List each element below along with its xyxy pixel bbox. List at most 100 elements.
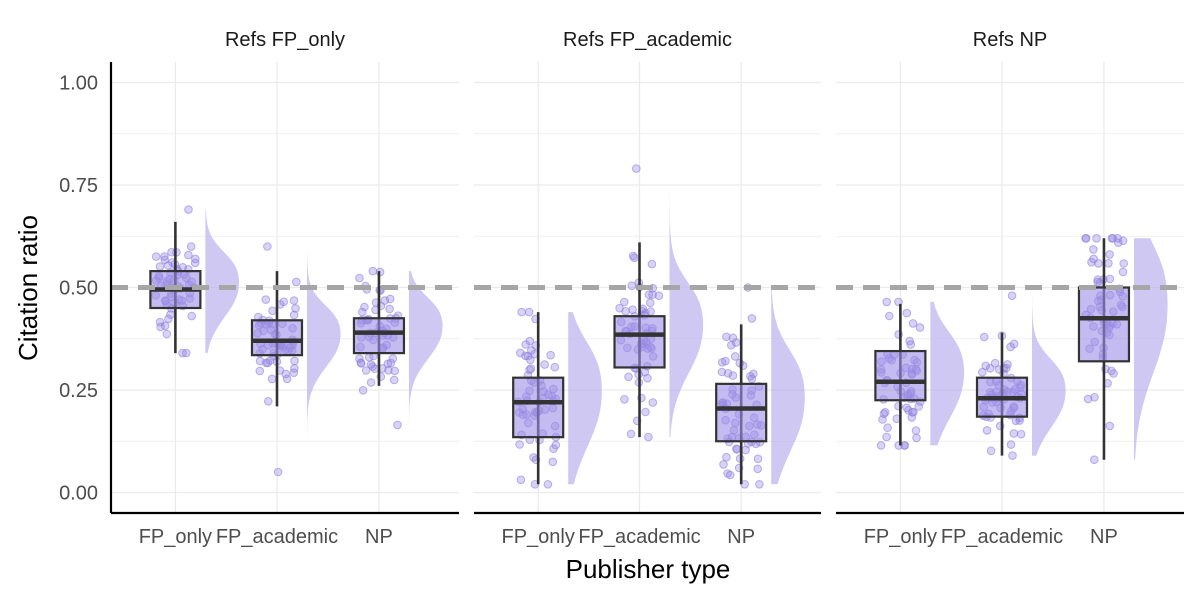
- data-point: [753, 464, 763, 474]
- data-point: [543, 480, 553, 489]
- data-point: [912, 433, 921, 443]
- data-point: [516, 475, 526, 485]
- box: [874, 349, 927, 402]
- y-axis-title: Citation ratio: [13, 215, 43, 361]
- data-point: [627, 281, 637, 291]
- data-point: [526, 355, 535, 365]
- density-shape: [1133, 238, 1168, 460]
- x-tick-label: FP_academic: [941, 526, 1063, 548]
- box: [352, 317, 406, 355]
- data-point: [361, 366, 371, 375]
- data-point: [725, 470, 735, 480]
- box: [613, 315, 666, 369]
- data-point: [753, 454, 763, 464]
- data-point: [982, 426, 992, 435]
- data-point: [546, 350, 555, 360]
- data-point: [263, 242, 272, 251]
- data-point: [1016, 429, 1026, 439]
- data-point: [289, 310, 299, 320]
- data-point: [882, 432, 891, 442]
- data-point: [1008, 451, 1017, 460]
- data-point: [164, 314, 173, 324]
- data-point: [900, 441, 910, 450]
- data-point: [746, 372, 755, 381]
- data-point: [1090, 455, 1099, 465]
- data-point: [187, 311, 196, 321]
- data-point: [615, 303, 624, 313]
- x-tick-label: FP_academic: [216, 526, 338, 548]
- data-point: [654, 291, 664, 301]
- data-point: [160, 321, 170, 331]
- data-point: [727, 340, 736, 350]
- data-point: [1105, 274, 1115, 284]
- data-point: [1083, 394, 1093, 404]
- data-point: [1089, 245, 1098, 254]
- data-point: [261, 295, 271, 304]
- x-tick-label: FP_only: [139, 526, 212, 548]
- data-point: [1092, 234, 1101, 243]
- data-point: [289, 296, 299, 305]
- data-point: [755, 480, 764, 489]
- box: [1077, 286, 1131, 363]
- data-point: [1118, 236, 1128, 245]
- data-point: [883, 423, 892, 433]
- data-point: [1105, 421, 1114, 431]
- data-point: [526, 364, 536, 373]
- data-point: [1104, 259, 1113, 268]
- data-point: [525, 336, 535, 346]
- x-tick-label: NP: [1090, 526, 1118, 548]
- data-point: [908, 408, 917, 417]
- density-shape: [568, 312, 602, 485]
- data-point: [643, 373, 652, 383]
- data-point: [914, 402, 924, 411]
- data-point: [1113, 238, 1123, 247]
- data-point: [902, 308, 912, 318]
- y-tick-label: 0.25: [59, 380, 98, 402]
- data-point: [550, 362, 560, 372]
- data-point: [155, 262, 165, 271]
- box: [512, 376, 565, 439]
- data-point: [878, 415, 887, 424]
- x-tick-label: NP: [365, 526, 393, 548]
- data-point: [730, 352, 740, 361]
- data-point: [719, 460, 728, 469]
- data-point: [186, 242, 196, 251]
- data-point: [289, 368, 299, 378]
- data-point: [717, 358, 727, 367]
- data-point: [624, 372, 633, 382]
- data-point: [626, 429, 636, 439]
- data-point: [389, 375, 399, 385]
- data-point: [160, 255, 170, 265]
- data-point: [358, 307, 367, 317]
- data-point: [723, 369, 733, 378]
- data-point: [876, 441, 886, 450]
- data-point: [732, 444, 741, 454]
- data-point: [1007, 291, 1017, 301]
- data-point: [184, 205, 193, 214]
- data-point: [290, 364, 299, 373]
- data-point: [355, 273, 364, 283]
- data-point: [902, 403, 912, 413]
- data-point: [741, 445, 750, 455]
- data-point: [1107, 234, 1117, 243]
- data-point: [908, 319, 918, 328]
- data-point: [985, 364, 995, 373]
- density-shape: [205, 209, 239, 354]
- x-tick-label: FP_academic: [578, 526, 700, 548]
- data-point: [1089, 254, 1098, 264]
- data-point: [905, 336, 915, 346]
- data-point: [273, 467, 283, 477]
- density-shape: [306, 246, 341, 472]
- x-tick-label: FP_only: [864, 526, 937, 548]
- data-point: [1006, 440, 1016, 449]
- data-point: [728, 371, 738, 380]
- data-point: [386, 358, 396, 368]
- data-point: [731, 338, 741, 347]
- density-shape: [771, 287, 805, 485]
- data-point: [646, 298, 655, 308]
- density-shape: [1031, 295, 1066, 456]
- data-point: [648, 290, 657, 300]
- data-point: [516, 348, 525, 358]
